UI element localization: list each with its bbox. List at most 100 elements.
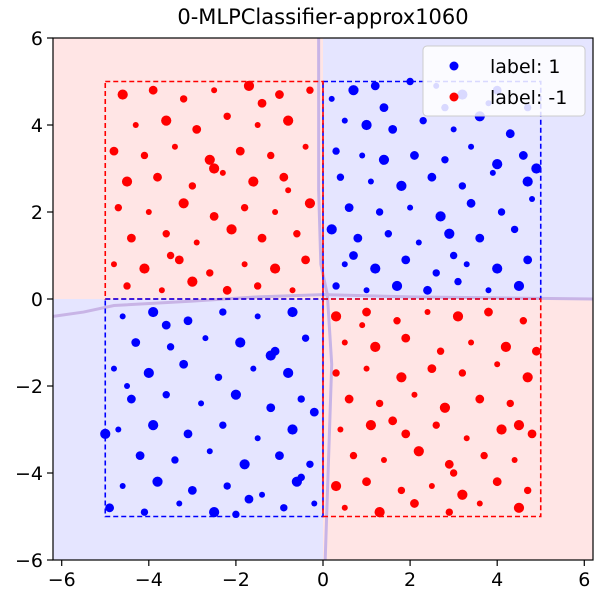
point-series0-52 xyxy=(363,287,370,294)
point-series0-11 xyxy=(419,116,427,125)
point-series0-0 xyxy=(328,95,335,102)
point-series1-32 xyxy=(304,198,316,209)
x-tick-label-3: 0 xyxy=(317,569,329,591)
point-series1-81 xyxy=(475,394,485,404)
point-series0-1 xyxy=(348,85,359,96)
point-series0-75 xyxy=(301,334,310,342)
point-series0-111 xyxy=(280,504,288,512)
point-series1-55 xyxy=(285,187,292,194)
point-series1-34 xyxy=(162,230,170,238)
point-series0-80 xyxy=(250,365,257,372)
x-tick-label-0: −6 xyxy=(48,569,76,591)
point-series0-33 xyxy=(435,211,446,222)
point-series1-82 xyxy=(506,399,514,408)
point-series0-44 xyxy=(341,261,348,268)
point-series0-25 xyxy=(396,180,407,191)
point-series0-56 xyxy=(485,287,492,294)
point-series1-20 xyxy=(121,176,133,187)
point-series1-100 xyxy=(457,489,468,500)
point-series1-10 xyxy=(223,112,231,121)
point-series0-26 xyxy=(427,172,437,182)
point-series1-16 xyxy=(204,154,215,165)
point-series1-19 xyxy=(302,143,309,150)
point-series1-5 xyxy=(275,90,284,99)
point-series0-31 xyxy=(375,208,384,216)
point-series1-64 xyxy=(370,341,381,352)
point-series0-30 xyxy=(344,203,354,213)
point-series1-11 xyxy=(254,122,261,128)
y-tick-label-5: 4 xyxy=(31,115,43,137)
x-tick-label-6: 6 xyxy=(578,569,590,591)
point-series1-21 xyxy=(153,172,162,182)
point-series0-97 xyxy=(239,459,250,470)
point-series0-57 xyxy=(513,280,525,292)
point-series1-1 xyxy=(148,85,158,95)
point-series0-43 xyxy=(510,225,519,234)
point-series0-77 xyxy=(143,367,154,379)
point-series0-101 xyxy=(152,476,163,487)
point-series1-56 xyxy=(330,311,342,322)
point-series1-107 xyxy=(476,500,483,507)
x-tick-label-1: −4 xyxy=(135,569,163,591)
point-series0-70 xyxy=(131,338,141,347)
point-series0-36 xyxy=(529,195,536,202)
point-series0-106 xyxy=(105,503,115,513)
point-series0-40 xyxy=(415,239,422,246)
point-series0-119 xyxy=(297,473,305,482)
point-series0-2 xyxy=(370,81,380,91)
point-series1-37 xyxy=(257,233,267,243)
point-series1-17 xyxy=(235,146,245,156)
point-series1-97 xyxy=(362,477,371,487)
point-series1-35 xyxy=(193,239,200,246)
point-series0-50 xyxy=(523,255,533,265)
y-tick-label-1: −4 xyxy=(15,463,43,485)
point-series0-49 xyxy=(492,263,503,274)
point-series0-68 xyxy=(254,313,261,320)
point-series0-76 xyxy=(110,365,117,372)
x-tick-label-5: 4 xyxy=(491,569,503,591)
point-series1-6 xyxy=(306,86,314,94)
point-series1-96 xyxy=(330,480,342,492)
point-series0-112 xyxy=(311,500,318,507)
point-series1-109 xyxy=(388,416,398,426)
point-series1-52 xyxy=(209,163,220,174)
point-series0-102 xyxy=(187,486,197,495)
point-series1-36 xyxy=(226,224,237,235)
point-series1-3 xyxy=(211,87,218,94)
point-series1-40 xyxy=(139,263,150,274)
region-bottom-right xyxy=(323,299,593,560)
point-series0-99 xyxy=(306,460,314,468)
point-series1-9 xyxy=(192,124,202,134)
point-series0-109 xyxy=(209,507,220,518)
point-series1-102 xyxy=(523,486,532,495)
point-series1-75 xyxy=(494,361,501,368)
point-series1-90 xyxy=(349,451,358,460)
point-series0-89 xyxy=(148,420,159,431)
point-series0-98 xyxy=(275,451,284,460)
point-series0-14 xyxy=(505,129,515,139)
point-series0-84 xyxy=(198,400,205,407)
point-series0-95 xyxy=(171,456,179,464)
point-series0-41 xyxy=(444,228,455,239)
point-series1-77 xyxy=(344,394,354,404)
point-series0-16 xyxy=(359,152,366,159)
point-series1-23 xyxy=(219,169,226,176)
point-series0-108 xyxy=(176,500,183,507)
point-series0-42 xyxy=(475,233,485,243)
point-series0-116 xyxy=(124,383,131,389)
point-series0-19 xyxy=(441,156,449,164)
point-series0-27 xyxy=(458,182,467,190)
point-series0-29 xyxy=(522,176,533,187)
point-series1-12 xyxy=(283,115,294,126)
point-series0-12 xyxy=(450,126,457,133)
point-series0-79 xyxy=(214,373,223,381)
y-tick-label-6: 6 xyxy=(31,28,43,50)
point-series1-7 xyxy=(132,122,139,128)
point-series1-69 xyxy=(531,346,541,356)
point-series1-104 xyxy=(374,507,385,518)
point-series1-88 xyxy=(496,424,507,435)
point-series0-83 xyxy=(162,391,170,399)
point-series0-21 xyxy=(492,159,503,170)
point-series1-66 xyxy=(436,347,445,355)
